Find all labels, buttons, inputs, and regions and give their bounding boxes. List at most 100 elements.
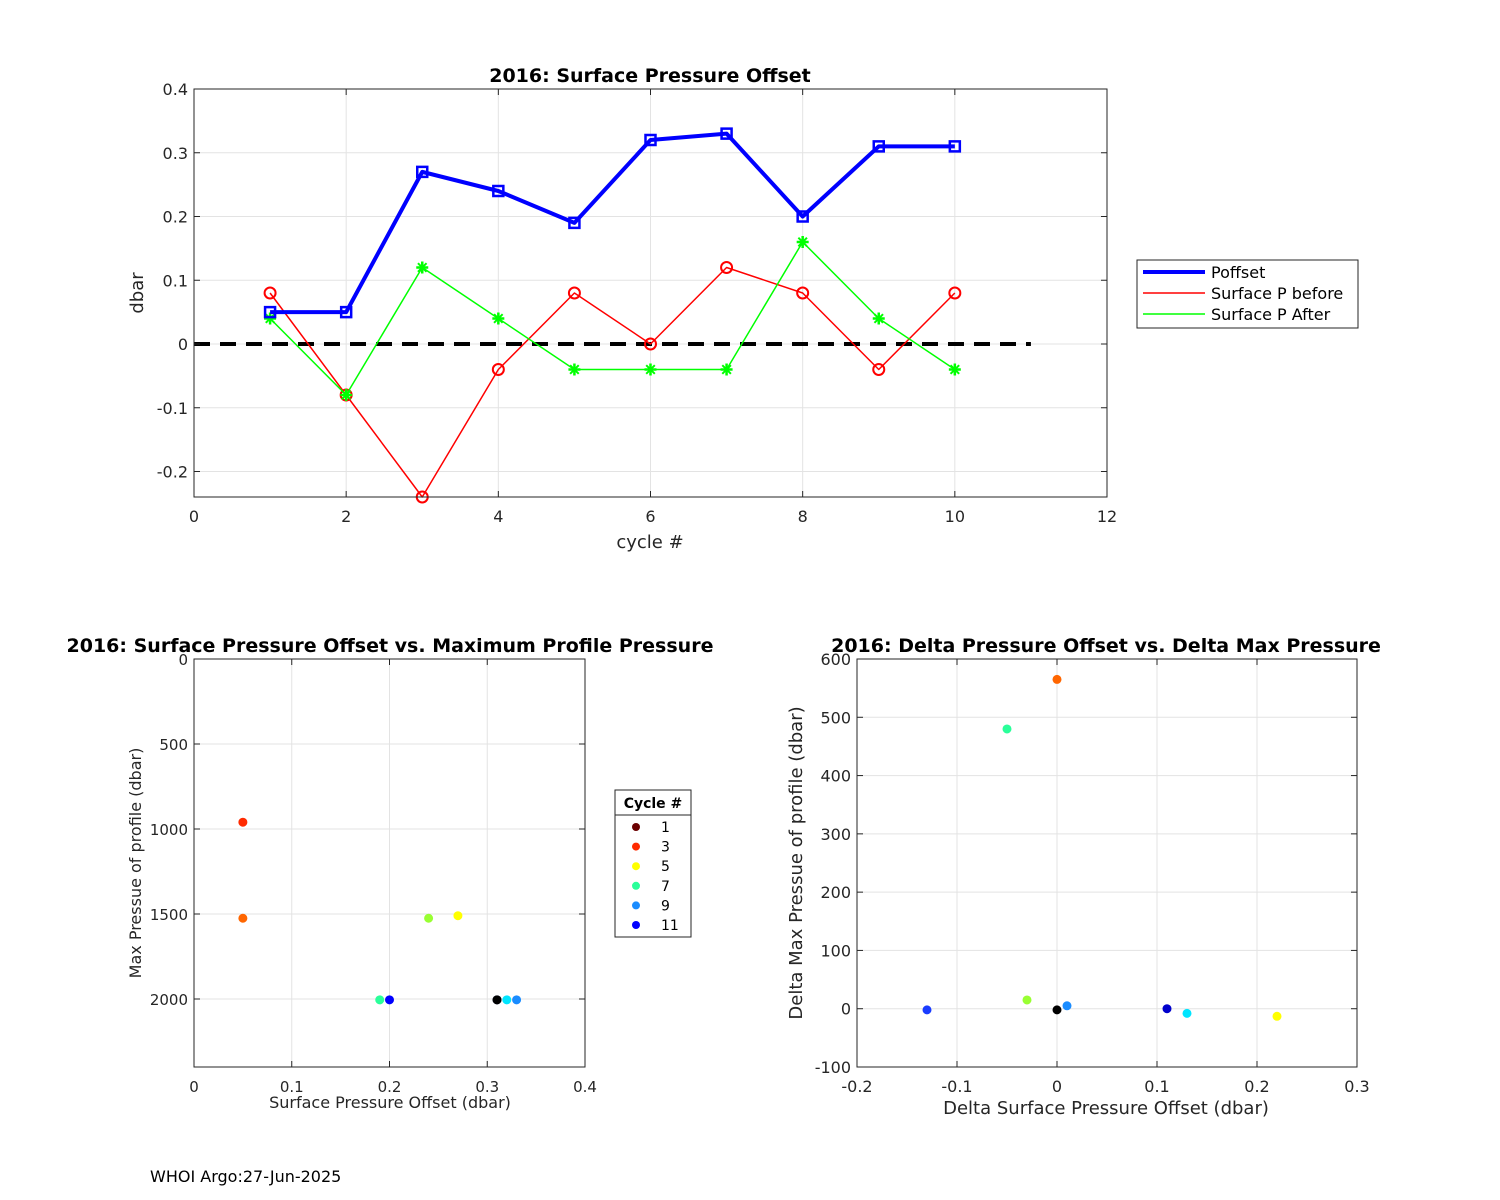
x-tick-label: 0 <box>1052 1077 1062 1096</box>
scatter-point-cycle-3 <box>453 911 463 921</box>
y-tick-label: 500 <box>820 708 851 727</box>
y-tick-label: 1000 <box>150 821 188 839</box>
x-tick-label: 0.2 <box>1244 1077 1269 1096</box>
points-group <box>922 674 1282 1021</box>
scatter-point-2 <box>1002 724 1012 734</box>
chart-title: 2016: Surface Pressure Offset vs. Maximu… <box>67 635 714 657</box>
y-axis-label: dbar <box>127 272 148 314</box>
legend-label-cycle-5: 5 <box>661 859 670 875</box>
point-surface-p-after <box>264 312 277 325</box>
legend-label-surface-p-before: Surface P before <box>1211 284 1343 303</box>
y-tick-label: 100 <box>820 941 851 960</box>
point-surface-p-after <box>872 312 885 325</box>
x-tick-label: -0.2 <box>841 1077 872 1096</box>
point-surface-p-before <box>567 286 581 300</box>
scatter-point-cycle-6 <box>502 995 512 1005</box>
delta-offset-vs-delta-max-chart: -0.2 -0.1 0 0.1 0.2 0.3 -100 0 100 200 300 400 500 60… <box>786 635 1381 1119</box>
point-surface-p-after <box>796 236 809 248</box>
legend-label-cycle-7: 7 <box>661 879 670 895</box>
point-poffset <box>948 140 962 153</box>
scatter-point-7 <box>1162 1004 1172 1014</box>
x-tick-label: 0.1 <box>1144 1077 1169 1096</box>
scatter-point-1 <box>1052 674 1062 684</box>
point-poffset <box>568 216 581 230</box>
y-tick-label: 0.1 <box>163 271 188 290</box>
x-tick-label: 0.4 <box>573 1078 597 1096</box>
y-tick-label: 0 <box>178 335 188 354</box>
y-axis-label: Delta Max Pressue of profile (dbar) <box>786 706 807 1019</box>
y-tick-label: 0.3 <box>163 144 188 163</box>
scatter-point-cycle-10 <box>492 995 502 1005</box>
scatter-point-6 <box>922 1005 932 1015</box>
axes-box <box>856 658 1358 1068</box>
legend-label-cycle-11: 11 <box>661 918 679 934</box>
y-tick-label: 500 <box>159 736 188 754</box>
legend-swatch-cycle-1 <box>632 823 640 831</box>
series-line-surface-p-before <box>269 266 956 498</box>
x-tick-label: 2 <box>341 507 351 526</box>
legend-swatch-cycle-5 <box>632 862 640 871</box>
point-surface-p-before <box>491 363 505 376</box>
scatter-point-cycle-2 <box>238 817 248 827</box>
y-tick-label: 200 <box>820 883 851 902</box>
y-tick-label: 0.4 <box>163 80 188 99</box>
tick-labels: 0 2 4 6 8 10 12 -0.2 -0.1 0 0.1 0.2 0.3 0.4 <box>157 80 1117 526</box>
scatter-point-cycle-4 <box>424 913 434 923</box>
y-tick-label: -0.2 <box>157 463 188 482</box>
point-poffset <box>796 210 809 223</box>
x-tick-label: 10 <box>945 507 965 526</box>
scatter-point-5 <box>1062 1001 1072 1011</box>
y-tick-label: 600 <box>820 650 851 669</box>
footer-credit: WHOI Argo:27-Jun-2025 <box>150 1167 341 1186</box>
plot-area <box>857 659 1357 1067</box>
point-surface-p-before <box>720 261 734 274</box>
x-axis-label: Delta Surface Pressure Offset (dbar) <box>943 1098 1269 1119</box>
point-surface-p-after <box>644 363 657 376</box>
point-poffset <box>720 127 733 140</box>
point-poffset <box>644 133 657 147</box>
legend-label-cycle-3: 3 <box>661 840 670 856</box>
y-tick-label: 0.2 <box>163 208 188 227</box>
chart-title: 2016: Delta Pressure Offset vs. Delta Ma… <box>831 635 1381 657</box>
legend-box <box>614 789 692 938</box>
point-poffset <box>263 305 277 319</box>
chart-title: 2016: Surface Pressure Offset <box>489 65 811 87</box>
legend-items: 1 3 5 7 9 11 <box>632 820 679 934</box>
scatter-point-9 <box>1272 1011 1282 1021</box>
legend-swatch-cycle-3 <box>632 842 640 851</box>
cycle-legend: Cycle # 1 3 5 7 9 11 <box>614 789 692 938</box>
legend-swatch-cycle-11 <box>632 921 640 929</box>
x-tick-label: 0.1 <box>280 1078 304 1096</box>
point-poffset <box>492 184 505 198</box>
surface-pressure-offset-chart: 0 2 4 6 8 10 12 -0.2 -0.1 0 0.1 0.2 0.3 0.4 2016: Sur… <box>127 65 1359 553</box>
y-tick-label: -0.1 <box>157 399 188 418</box>
x-tick-label: -0.1 <box>941 1077 972 1096</box>
series-group <box>263 127 962 504</box>
series-line-poffset <box>270 131 955 315</box>
point-poffset <box>416 165 429 179</box>
x-tick-label: 6 <box>645 507 655 526</box>
y-tick-label: 0 <box>178 651 188 669</box>
point-surface-p-after <box>340 389 353 401</box>
y-tick-label: 300 <box>820 825 851 844</box>
x-tick-label: 0.2 <box>378 1078 402 1096</box>
y-tick-label: 1500 <box>150 906 188 924</box>
point-surface-p-after <box>492 312 505 325</box>
scatter-point-8 <box>1182 1008 1192 1018</box>
point-surface-p-after <box>416 261 429 274</box>
x-tick-label: 0 <box>189 1078 199 1096</box>
legend-swatch-cycle-7 <box>632 881 640 890</box>
y-axis-label: Max Pressue of profile (dbar) <box>126 748 145 979</box>
x-tick-label: 12 <box>1097 507 1117 526</box>
x-axis-label: Surface Pressure Offset (dbar) <box>269 1093 511 1112</box>
x-tick-label: 0.3 <box>1344 1077 1369 1096</box>
tick-labels: -0.2 -0.1 0 0.1 0.2 0.3 -100 0 100 200 300 400 500 60… <box>815 650 1370 1096</box>
legend-label-surface-p-after: Surface P After <box>1211 305 1331 324</box>
point-surface-p-before <box>948 286 962 300</box>
x-tick-label: 0 <box>189 507 199 526</box>
y-tick-label: 400 <box>820 767 851 786</box>
legend-label-poffset: Poffset <box>1211 263 1265 282</box>
point-surface-p-before <box>263 286 277 300</box>
point-surface-p-after <box>568 363 581 376</box>
point-surface-p-before <box>872 363 886 376</box>
